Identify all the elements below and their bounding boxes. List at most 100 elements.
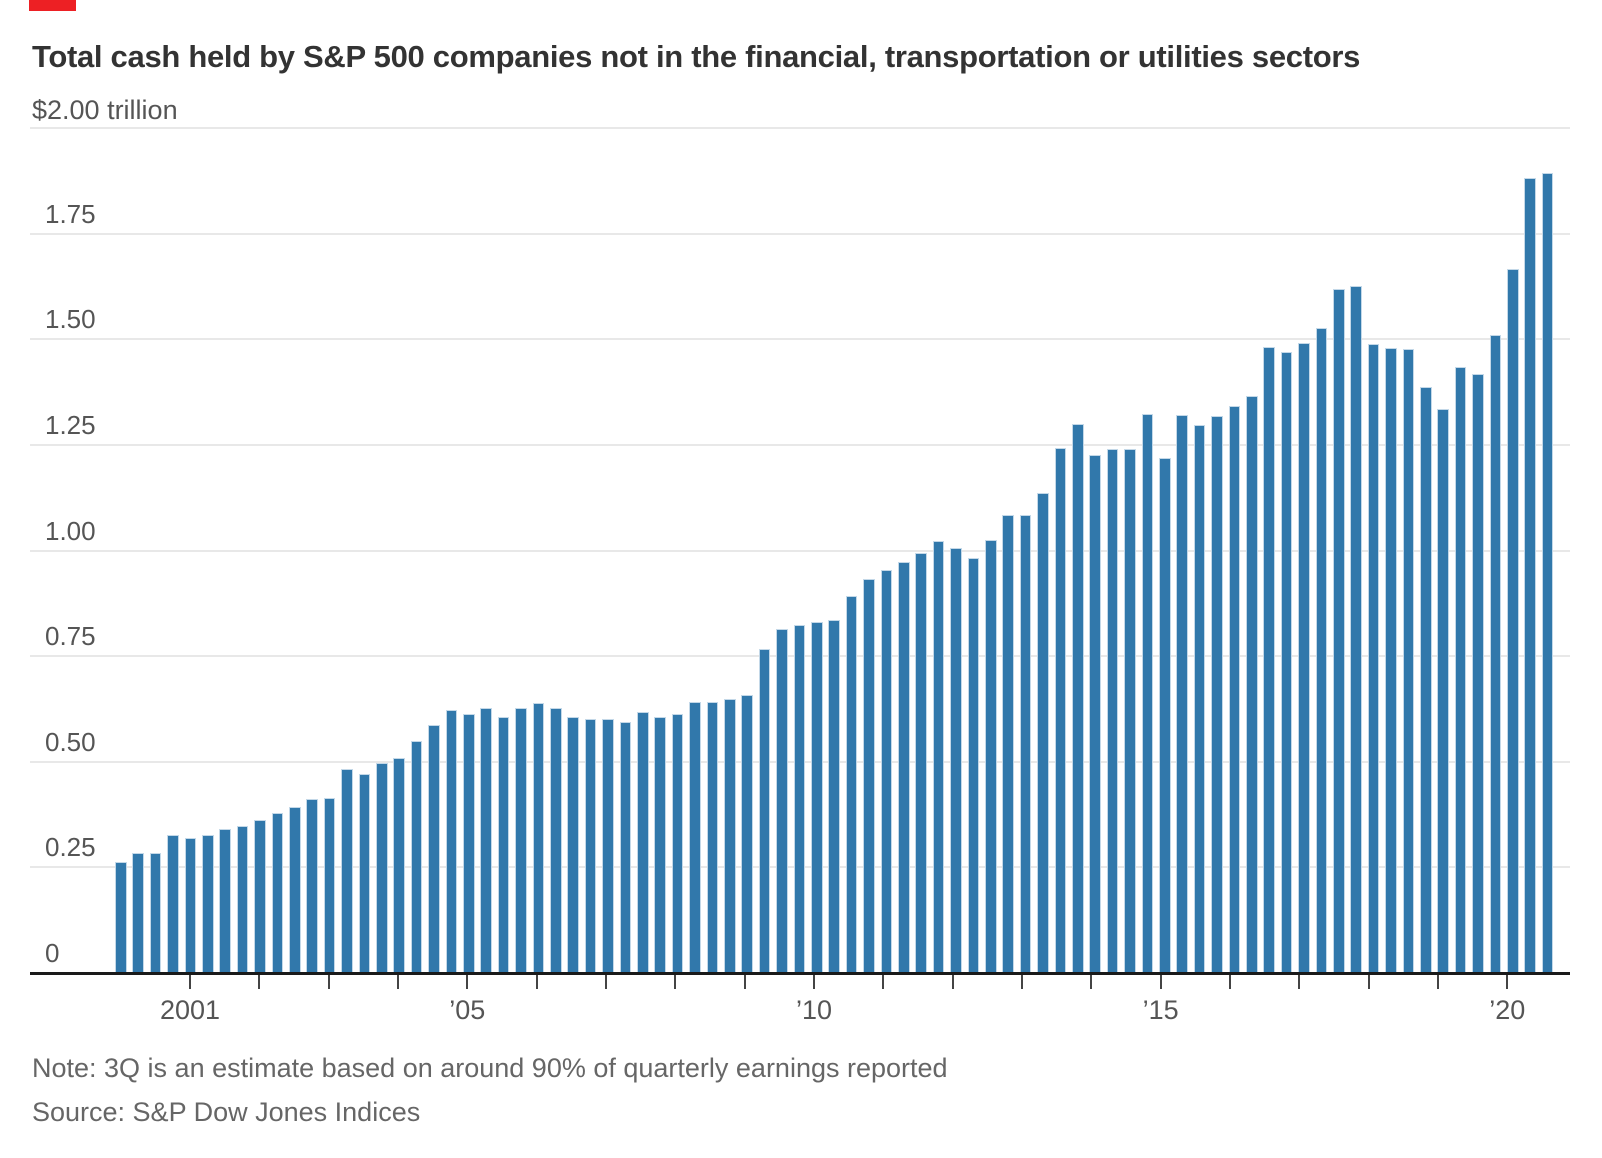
quarter-bar [1524, 178, 1536, 973]
x-axis-tick [1506, 975, 1509, 989]
quarter-bar [1246, 395, 1258, 973]
y-axis-unit-label: $2.00 trillion [32, 95, 178, 125]
quarter-bar [167, 834, 179, 973]
y-axis-tick-label: 0.50 [45, 726, 96, 757]
quarter-bar [1193, 424, 1206, 973]
x-axis-tick [1228, 975, 1231, 989]
y-axis-tick-label: 1.75 [45, 198, 96, 229]
quarter-bar [724, 699, 736, 973]
quarter-bar [254, 820, 266, 973]
quarter-bar [602, 719, 614, 973]
quarter-bar [1420, 386, 1432, 973]
quarter-bar [863, 578, 875, 973]
quarter-bar [1263, 347, 1275, 973]
quarter-bar [584, 719, 597, 973]
quarter-bar [1228, 406, 1241, 973]
gridline [30, 232, 1570, 235]
x-axis-tick-label: 2001 [159, 995, 221, 1025]
quarter-bar [1002, 514, 1014, 973]
quarter-bar [1541, 173, 1554, 973]
quarter-bar [1385, 347, 1397, 973]
quarter-bar [1124, 448, 1136, 973]
x-axis-tick [1436, 975, 1439, 989]
x-axis-tick [882, 975, 885, 989]
quarter-bar [149, 853, 162, 973]
quarter-bar [758, 648, 771, 973]
quarter-bar [1211, 416, 1223, 973]
quarter-bar [932, 541, 945, 973]
quarter-bar [1037, 492, 1049, 973]
chart-title: Total cash held by S&P 500 companies not… [32, 39, 1361, 74]
x-axis-tick [1020, 975, 1023, 989]
quarter-bar [1437, 409, 1449, 973]
quarter-bar [497, 716, 510, 973]
y-axis-tick-label: 1.00 [45, 515, 96, 546]
quarter-bar [898, 562, 910, 973]
quarter-bar [532, 702, 545, 973]
x-axis-tick [743, 975, 746, 989]
quarter-bar [550, 708, 562, 973]
red-marker [29, 0, 76, 11]
quarter-bar [1159, 457, 1171, 973]
quarter-bar [1054, 448, 1067, 973]
quarter-bar [689, 701, 701, 973]
y-axis-tick-label: 1.25 [45, 409, 96, 440]
plot-area: 0 0.25 0.50 0.75 1.00 1.25 1.50 1.75 2001 ’05 ’10 ’… [30, 127, 1570, 1025]
x-axis-tick [258, 975, 261, 989]
quarter-bar [1280, 351, 1293, 973]
quarter-bar [741, 695, 753, 973]
x-axis-tick [604, 975, 607, 989]
quarter-bar [828, 619, 840, 973]
quarter-bar [1489, 334, 1502, 973]
x-axis-line [30, 972, 1570, 975]
quarter-bar [515, 707, 527, 973]
x-axis-tick [812, 975, 815, 989]
y-axis-tick-label: 0.75 [45, 621, 96, 652]
quarter-bar [463, 714, 475, 973]
chart-source: Source: S&P Dow Jones Indices [32, 1097, 421, 1127]
y-axis-tick-label: 0 [45, 938, 60, 968]
quarter-bar [219, 828, 231, 973]
quarter-bar [793, 624, 806, 973]
quarter-bar [654, 716, 666, 973]
quarter-bar [480, 707, 492, 973]
quarter-bar [393, 757, 405, 973]
quarter-bar [1350, 285, 1362, 973]
quarter-bar [1089, 455, 1101, 973]
x-axis-tick-label: ’20 [1489, 995, 1526, 1025]
quarter-bar [619, 721, 632, 973]
quarter-bar [115, 861, 127, 973]
quarter-bar [358, 774, 371, 973]
x-axis-tick [951, 975, 954, 989]
quarter-bar [306, 799, 318, 973]
quarter-bar [880, 569, 893, 973]
quarter-bar [1472, 374, 1484, 973]
quarter-bar [445, 709, 458, 973]
quarter-bar [985, 540, 997, 973]
x-axis-tick [1298, 975, 1301, 989]
quarter-bar [1402, 349, 1415, 973]
quarter-bar [1106, 449, 1119, 973]
quarter-bar [967, 558, 980, 973]
x-axis-tick [1159, 975, 1162, 989]
quarter-bar [376, 763, 388, 973]
quarter-bar [1072, 424, 1084, 973]
quarter-bar [811, 622, 823, 973]
gridline [30, 127, 1570, 129]
x-axis-tick [466, 975, 469, 989]
x-axis-tick-label: ’15 [1142, 995, 1179, 1025]
x-axis-tick [189, 975, 191, 989]
quarter-bar [637, 712, 649, 973]
quarter-bar [1315, 328, 1328, 973]
quarter-bar [706, 701, 719, 973]
quarter-bar [428, 725, 440, 973]
x-axis-tick [535, 975, 538, 989]
quarter-bar [271, 813, 284, 973]
x-axis-tick [327, 975, 330, 989]
quarter-bar [323, 797, 336, 973]
quarter-bar [950, 547, 962, 973]
quarter-bar [1333, 288, 1345, 973]
quarter-bar [1176, 415, 1188, 973]
quarter-bar [567, 716, 579, 973]
